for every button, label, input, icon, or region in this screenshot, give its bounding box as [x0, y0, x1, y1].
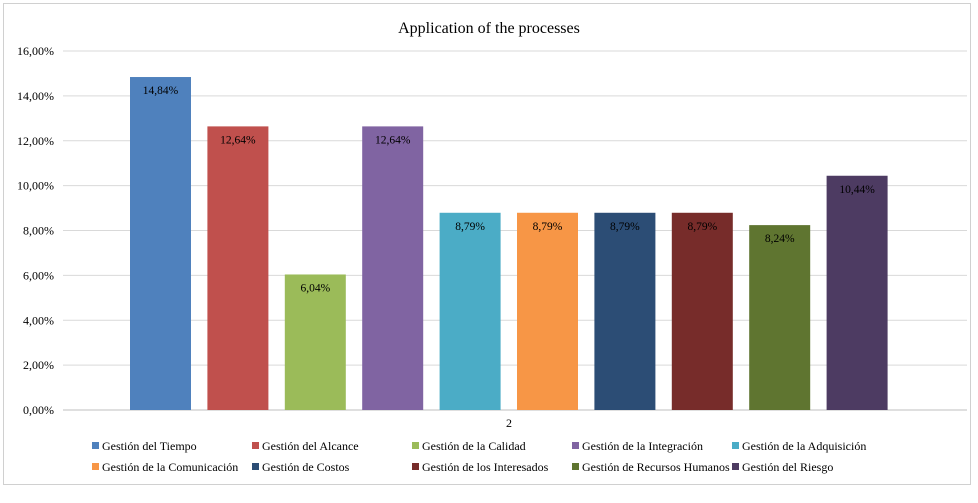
bar	[362, 126, 424, 410]
legend-label: Gestión del Alcance	[262, 439, 359, 453]
x-tick-label: 2	[506, 416, 512, 430]
data-label: 8,79%	[533, 221, 563, 233]
y-tick-label: 6,00%	[23, 268, 54, 282]
y-tick-label: 2,00%	[23, 358, 54, 372]
data-label: 12,64%	[220, 134, 256, 146]
y-tick-label: 4,00%	[23, 313, 54, 327]
legend-label: Gestión de los Interesados	[422, 460, 549, 474]
legend-item: Gestión de Costos	[252, 460, 350, 474]
data-label: 8,79%	[687, 221, 717, 233]
legend-item: Gestión de la Adquisición	[732, 439, 866, 453]
legend-item: Gestión del Riesgo	[732, 460, 833, 474]
legend-item: Gestión del Alcance	[252, 439, 359, 453]
legend-label: Gestión de la Comunicación	[102, 460, 238, 474]
chart-frame: Application of the processes 0,00% 2,00% 4…	[3, 3, 971, 485]
bar	[284, 274, 346, 410]
legend-item: Gestión de la Calidad	[412, 439, 526, 453]
legend-item: Gestión de la Integración	[572, 439, 703, 453]
data-label: 12,64%	[375, 134, 411, 146]
bar	[749, 225, 811, 410]
legend-item: Gestión de Recursos Humanos	[572, 460, 730, 474]
legend-swatch	[252, 442, 259, 449]
legend-swatch	[572, 442, 579, 449]
y-tick-label: 16,00%	[17, 44, 54, 58]
legend-label: Gestión de la Adquisición	[742, 439, 866, 453]
data-label: 6,04%	[300, 282, 330, 294]
legend-swatch	[412, 463, 419, 470]
legend-swatch	[732, 442, 739, 449]
chart-title: Application of the processes	[398, 20, 580, 37]
bar	[517, 212, 578, 410]
data-label: 10,44%	[839, 184, 875, 196]
legend-item: Gestión del Tiempo	[92, 439, 197, 453]
legend-label: Gestión de Recursos Humanos	[582, 460, 730, 474]
legend-label: Gestión de Costos	[262, 460, 350, 474]
data-label: 14,84%	[143, 85, 179, 97]
legend-swatch	[572, 463, 579, 470]
legend-label: Gestión del Riesgo	[742, 460, 833, 474]
legend-label: Gestión del Tiempo	[102, 439, 197, 453]
bar	[594, 212, 656, 410]
bar-chart: Application of the processes 0,00% 2,00% 4…	[17, 20, 967, 474]
legend-swatch	[92, 463, 99, 470]
bar	[207, 126, 269, 410]
legend-swatch	[252, 463, 259, 470]
x-axis-ticks: 2	[506, 416, 512, 430]
y-tick-label: 0,00%	[23, 403, 54, 417]
data-label: 8,79%	[455, 221, 485, 233]
bar	[826, 175, 888, 410]
y-tick-label: 10,00%	[17, 179, 54, 193]
bar	[130, 77, 191, 410]
legend-swatch	[732, 463, 739, 470]
legend-item: Gestión de la Comunicación	[92, 460, 238, 474]
bar	[439, 212, 501, 410]
bars	[130, 77, 888, 410]
data-label: 8,24%	[765, 233, 795, 245]
data-labels: 14,84% 12,64% 6,04% 12,64% 8,79% 8,79% 8,79% 8,…	[143, 85, 875, 294]
y-tick-label: 14,00%	[17, 89, 54, 103]
y-axis-ticks: 0,00% 2,00% 4,00% 6,00% 8,00% 10,00% 12,00% 14,…	[17, 44, 54, 417]
legend-label: Gestión de la Calidad	[422, 439, 526, 453]
legend-swatch	[412, 442, 419, 449]
legend-label: Gestión de la Integración	[582, 439, 703, 453]
legend-item: Gestión de los Interesados	[412, 460, 549, 474]
legend: Gestión del Tiempo Gestión del Alcance Ges…	[92, 439, 866, 474]
legend-swatch	[92, 442, 99, 449]
y-tick-label: 12,00%	[17, 134, 54, 148]
y-tick-label: 8,00%	[23, 224, 54, 238]
bar	[671, 212, 733, 410]
data-label: 8,79%	[610, 221, 640, 233]
